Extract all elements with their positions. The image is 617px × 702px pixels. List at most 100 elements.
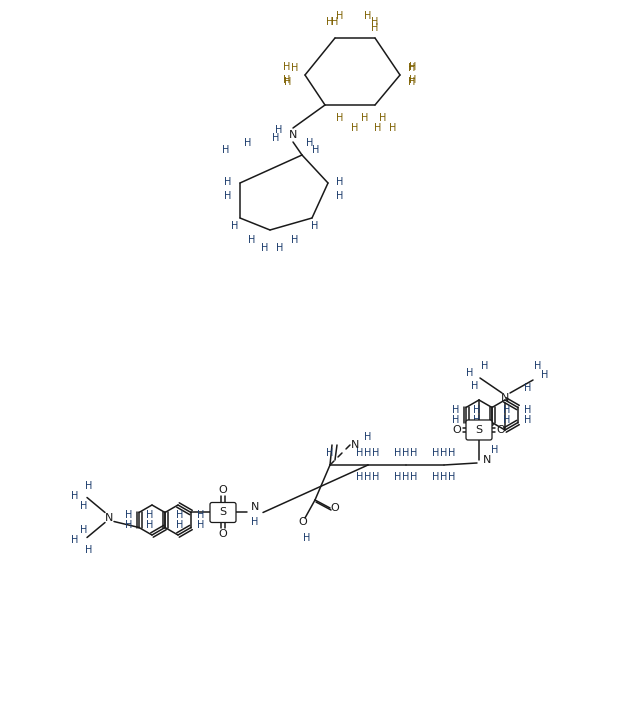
Text: H: H (275, 125, 283, 135)
Text: N: N (251, 503, 259, 512)
Text: H: H (336, 113, 344, 123)
Text: H: H (372, 448, 379, 458)
Text: H: H (441, 448, 448, 458)
Text: H: H (364, 11, 371, 21)
Text: H: H (471, 381, 479, 391)
Text: N: N (105, 512, 113, 522)
Text: H: H (466, 368, 474, 378)
Text: H: H (364, 432, 371, 442)
Text: N: N (289, 130, 297, 140)
Text: S: S (476, 425, 482, 435)
Text: H: H (449, 448, 456, 458)
Text: H: H (312, 221, 319, 231)
Text: H: H (433, 472, 440, 482)
Text: H: H (176, 520, 184, 530)
FancyBboxPatch shape (466, 420, 492, 440)
Text: H: H (433, 448, 440, 458)
Text: H: H (351, 123, 358, 133)
Text: H: H (197, 510, 205, 520)
Text: H: H (176, 510, 184, 520)
Text: H: H (408, 77, 416, 87)
Text: H: H (524, 406, 532, 416)
Text: O: O (218, 529, 228, 540)
Text: H: H (197, 519, 205, 529)
Text: O: O (453, 425, 462, 435)
Text: H: H (276, 243, 284, 253)
Text: H: H (410, 448, 418, 458)
Text: H: H (291, 63, 299, 73)
Text: H: H (251, 517, 259, 527)
Text: H: H (473, 415, 481, 425)
Text: H: H (80, 501, 88, 510)
Text: H: H (304, 533, 311, 543)
Text: H: H (441, 472, 448, 482)
Text: H: H (336, 177, 344, 187)
Text: H: H (146, 520, 154, 530)
Text: H: H (225, 191, 232, 201)
Text: H: H (331, 17, 339, 27)
Text: S: S (220, 508, 226, 517)
Text: H: H (306, 138, 313, 148)
Text: H: H (326, 17, 334, 27)
Text: H: H (146, 510, 154, 520)
Text: H: H (362, 113, 369, 123)
Text: H: H (356, 448, 363, 458)
Text: H: H (534, 361, 542, 371)
Text: H: H (379, 113, 387, 123)
Text: H: H (85, 480, 93, 491)
Text: H: H (394, 472, 402, 482)
Text: H: H (72, 534, 79, 545)
Text: H: H (402, 472, 410, 482)
Text: H: H (408, 63, 416, 73)
Text: H: H (284, 77, 292, 87)
Text: H: H (326, 448, 334, 458)
Text: H: H (371, 23, 379, 33)
Text: H: H (452, 414, 460, 425)
Text: H: H (372, 472, 379, 482)
Text: H: H (272, 133, 280, 143)
Text: H: H (231, 221, 239, 231)
Text: O: O (497, 425, 505, 435)
Text: H: H (491, 445, 499, 455)
Text: H: H (125, 510, 133, 520)
Text: H: H (375, 123, 382, 133)
Text: H: H (262, 243, 268, 253)
Text: O: O (331, 503, 339, 513)
Text: N: N (351, 440, 359, 450)
Text: H: H (283, 75, 291, 85)
Text: H: H (356, 472, 363, 482)
Text: H: H (85, 545, 93, 555)
Text: O: O (218, 486, 228, 496)
Text: H: H (364, 472, 371, 482)
Text: H: H (336, 11, 344, 21)
Text: H: H (481, 361, 489, 371)
Text: H: H (452, 406, 460, 416)
Text: H: H (291, 235, 299, 245)
Text: H: H (524, 414, 532, 425)
Text: H: H (449, 472, 456, 482)
FancyBboxPatch shape (210, 503, 236, 522)
Text: H: H (225, 177, 232, 187)
Text: H: H (283, 62, 291, 72)
Text: H: H (248, 235, 255, 245)
Text: H: H (389, 123, 397, 133)
Text: H: H (394, 448, 402, 458)
Text: O: O (299, 517, 307, 527)
Text: H: H (80, 524, 88, 534)
Text: H: H (410, 472, 418, 482)
Text: H: H (402, 448, 410, 458)
Text: H: H (312, 145, 320, 155)
Text: H: H (371, 17, 379, 27)
Text: H: H (503, 405, 511, 415)
Text: H: H (72, 491, 79, 501)
Text: H: H (409, 62, 416, 72)
Text: H: H (364, 448, 371, 458)
Text: H: H (409, 75, 416, 85)
Text: H: H (336, 191, 344, 201)
Text: N: N (483, 455, 491, 465)
Text: H: H (222, 145, 230, 155)
Text: H: H (524, 383, 532, 393)
Text: H: H (473, 405, 481, 415)
Text: N: N (501, 393, 509, 403)
Text: H: H (244, 138, 252, 148)
